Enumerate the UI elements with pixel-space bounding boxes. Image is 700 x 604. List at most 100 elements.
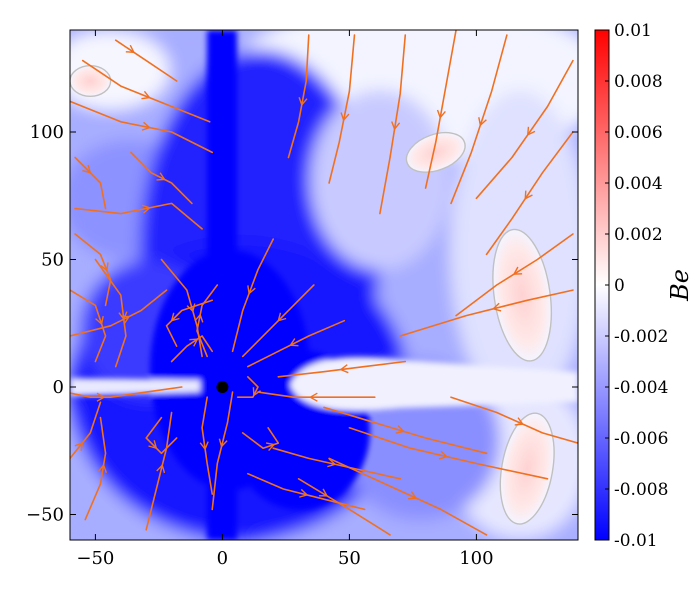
streamline-4	[485, 131, 574, 256]
positive-region-3	[70, 65, 112, 97]
streamline-arrow-0	[391, 121, 401, 131]
streamline-13	[74, 202, 203, 230]
streamline-43	[130, 151, 193, 205]
streamline-17	[231, 238, 274, 353]
streamline-arrow-16	[95, 315, 104, 326]
streamline-8	[287, 34, 310, 159]
y-tick-label: 0	[53, 377, 64, 398]
streamline-arrow-19	[289, 338, 299, 347]
streamline-35	[297, 478, 391, 536]
streamline-26	[201, 396, 214, 495]
colorbar-tick-label: 0.008	[614, 72, 663, 92]
streamline-2	[450, 34, 508, 205]
x-tick-label: 0	[217, 548, 228, 569]
streamline-arrow-42	[100, 262, 109, 272]
streamline-32	[323, 406, 488, 455]
streamline-arrow-20	[339, 364, 349, 374]
streamline-arrow-8	[298, 96, 308, 107]
streamline-33	[348, 427, 549, 480]
streamline-arrow-38	[194, 313, 204, 323]
streamline-arrow-29	[148, 440, 158, 450]
streamline-arrow-2	[478, 117, 487, 127]
streamline-39	[236, 376, 259, 398]
streamline-arrow-11	[141, 121, 152, 131]
streamline-25	[145, 411, 173, 531]
positive-region-0	[492, 228, 552, 362]
streamline-27	[211, 391, 234, 511]
streamline-41	[70, 289, 168, 337]
streamline-10	[114, 39, 178, 82]
streamline-0	[379, 34, 407, 215]
streamline-21	[257, 391, 376, 398]
x-axis: −50 0 50 100	[76, 30, 494, 569]
streamline-arrow-32	[395, 425, 405, 434]
colorbar: 0.01 0.008 0.006 0.004 0.002 0 -0.002 -0.004 -0.…	[594, 21, 694, 551]
streamline-28	[241, 427, 280, 449]
streamline-arrow-5	[512, 266, 523, 275]
streamline-arrow-7	[340, 112, 350, 122]
colorbar-tick-label: -0.002	[614, 327, 668, 347]
colorbar-tick-label: 0.01	[614, 21, 652, 41]
streamline-arrow-10	[125, 44, 136, 54]
streamline-31	[272, 447, 401, 480]
streamline-arrow-22	[96, 392, 106, 402]
streamline-arrow-18	[277, 312, 287, 322]
streamline-11	[70, 100, 214, 154]
streamline-arrow-26	[199, 441, 209, 451]
y-axis: −50 0 50 100	[26, 122, 578, 526]
x-tick-label: −50	[76, 548, 114, 569]
streamline-arrow-40	[170, 312, 180, 322]
streamline-16	[70, 289, 107, 363]
positive-region-1	[499, 412, 555, 525]
streamline-arrow-25	[156, 463, 166, 474]
colorbar-ticks: 0.01 0.008 0.006 0.004 0.002 0 -0.002 -0.004 -0.…	[605, 21, 668, 551]
streamline-23	[70, 401, 102, 460]
streamline-arrow-9	[141, 90, 151, 100]
streamline-34	[328, 457, 488, 536]
streamline-arrow-39	[252, 387, 261, 397]
streamline-22	[70, 386, 183, 398]
plot-area	[70, 30, 578, 540]
colorbar-tick-label: 0.006	[614, 123, 663, 143]
streamline-arrow-12	[82, 164, 92, 174]
streamline-19	[247, 319, 346, 368]
streamline-6	[399, 289, 574, 337]
streamline-arrow-1	[436, 109, 446, 119]
colorbar-tick-label: -0.004	[614, 378, 668, 398]
streamline-arrow-34	[407, 491, 418, 500]
streamline-arrow-6	[491, 302, 502, 312]
streamline-24	[84, 416, 107, 521]
streamline-arrow-35	[318, 488, 329, 497]
streamline-arrow-41	[120, 315, 131, 324]
colorbar-tick-label: -0.006	[614, 429, 668, 449]
streamline-15	[160, 258, 203, 358]
streamline-arrow-23	[74, 441, 84, 451]
colorbar-label: Be	[666, 269, 694, 302]
colorbar-tick-label: 0.002	[614, 225, 663, 245]
streamline-arrow-13	[141, 204, 152, 214]
streamlines	[70, 30, 578, 536]
central-black-hole	[216, 381, 229, 393]
streamline-38	[196, 284, 219, 358]
y-tick-label: −50	[26, 505, 64, 526]
streamline-arrow-24	[97, 463, 108, 473]
streamline-arrow-33	[438, 450, 449, 460]
streamline-20	[277, 360, 407, 378]
streamline-arrow-17	[247, 285, 256, 295]
streamline-40	[165, 299, 214, 347]
streamline-arrow-43	[156, 172, 166, 181]
colorbar-tick-label: 0.004	[614, 174, 663, 194]
streamline-arrow-31	[327, 458, 337, 468]
streamline-arrow-36	[514, 417, 525, 426]
streamline-arrow-37	[189, 338, 199, 347]
streamline-36	[450, 396, 578, 444]
colorbar-tick-label: -0.008	[614, 480, 668, 500]
heatmap-core	[70, 30, 578, 540]
colorbar-tick-label: 0	[614, 276, 625, 296]
streamline-5	[455, 233, 574, 317]
colorbar-tick-label: -0.01	[614, 531, 658, 551]
streamline-3	[475, 59, 574, 200]
streamline-7	[328, 34, 356, 184]
